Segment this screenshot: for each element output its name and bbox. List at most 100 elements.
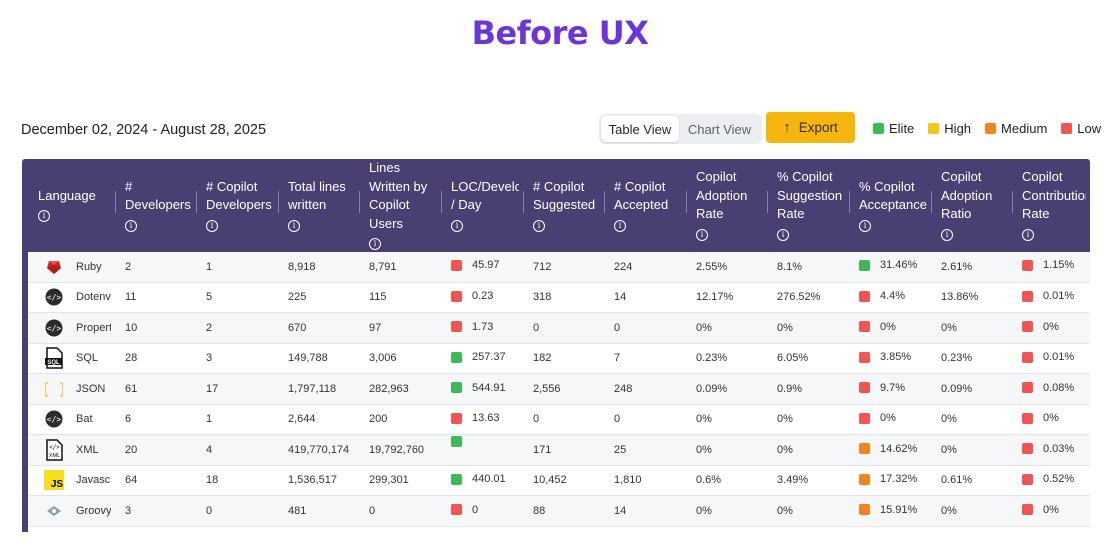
column-header-line: Developers xyxy=(125,197,191,212)
contribution-rate-cell: 0% xyxy=(1012,404,1090,435)
column-header[interactable]: Copilot Adoption Rate i xyxy=(686,159,767,252)
contribution-rate-cell-value: 0.01% xyxy=(1043,351,1075,363)
export-button[interactable]: ↑ Export xyxy=(766,112,855,143)
column-header-label: Lines Written by Copilot Users xyxy=(369,159,437,233)
column-header[interactable]: # Developers i xyxy=(115,159,196,252)
language-label-group: </> XML XML xyxy=(38,439,111,461)
column-header-line: LOC/Developer xyxy=(451,178,519,194)
info-icon[interactable]: i xyxy=(859,219,871,232)
column-header[interactable]: # Copilot Developers i xyxy=(196,159,278,252)
performance-indicator xyxy=(1022,321,1033,332)
adoption-rate-cell: 0.6% xyxy=(686,465,767,496)
table-row[interactable]: </> XML XML 20 4 419,770,174 19,792,760 171 25 0%… xyxy=(28,434,1090,466)
column-header[interactable]: Copilot Adoption Ratio i xyxy=(931,159,1012,252)
total-lines-cell xyxy=(278,526,359,532)
column-header-line: # xyxy=(125,178,133,194)
info-icon[interactable]: i xyxy=(1022,228,1034,241)
legend-item-elite: Elite xyxy=(873,121,914,136)
loc-per-day-cell-content: 0 xyxy=(451,504,478,516)
column-header[interactable]: % Copilot Acceptance i xyxy=(849,159,931,252)
language-name: XML xyxy=(76,443,99,456)
language-name: Groovy xyxy=(76,504,111,517)
column-header[interactable]: Language i xyxy=(28,159,115,252)
column-header-line: Copilot xyxy=(1022,169,1063,185)
column-header[interactable]: Total lines written i xyxy=(278,159,359,252)
suggestion-rate-cell: 276.52% xyxy=(767,282,849,313)
table-row[interactable] xyxy=(28,526,1090,532)
info-icon[interactable]: i xyxy=(288,219,300,232)
language-metrics-table-container[interactable]: Language i # Developers i # Copilot Developers… xyxy=(22,159,1090,532)
info-icon[interactable]: i xyxy=(369,238,381,250)
table-view-tab[interactable]: Table View xyxy=(601,116,679,142)
contribution-rate-cell-value: 0.03% xyxy=(1043,442,1075,455)
total-lines-cell: 149,788 xyxy=(278,343,359,374)
contribution-rate-cell-content: 1.15% xyxy=(1022,259,1074,271)
performance-indicator xyxy=(451,436,462,447)
table-row[interactable]: Groovy 3 0 481 0 0 88 14 0% 0% 15.91% 0% 0% xyxy=(28,495,1090,527)
acceptance-cell: 14.62% xyxy=(849,434,931,466)
adoption-rate-cell: 0% xyxy=(686,434,767,466)
column-header-label: # Copilot Suggested xyxy=(533,178,600,215)
contribution-rate-cell: 1.15% xyxy=(1012,251,1090,283)
column-header[interactable]: Copilot Contribution Rate i xyxy=(1012,159,1090,252)
column-header-label: % Copilot Acceptance xyxy=(859,178,927,215)
info-icon[interactable]: i xyxy=(777,228,789,241)
column-header-line: % Copilot xyxy=(859,178,915,194)
suggested-cell: 712 xyxy=(523,251,604,283)
svg-text:</>: </> xyxy=(49,444,60,451)
column-header[interactable]: LOC/Developer / Day i xyxy=(441,159,523,252)
developers-cell: 3 xyxy=(115,495,196,527)
info-icon[interactable]: i xyxy=(614,219,626,232)
performance-indicator xyxy=(859,259,870,271)
column-header-line: Accepted xyxy=(614,197,669,212)
accepted-cell: 248 xyxy=(604,373,686,405)
table-row[interactable]: SQL SQL 28 3 149,788 3,006 257.37 182 7 0.23% 6.05… xyxy=(28,343,1090,374)
info-icon[interactable]: i xyxy=(941,228,953,241)
accepted-cell: 0 xyxy=(604,312,686,344)
lines-copilot-cell: 97 xyxy=(359,312,441,344)
column-header-line: Suggested xyxy=(533,197,596,212)
column-header[interactable]: # Copilot Suggested i xyxy=(523,159,604,252)
column-header-label: Copilot Adoption Ratio xyxy=(941,168,1008,224)
table-row[interactable]: Ruby 2 1 8,918 8,791 45.97 712 224 2.55% 8.1% 31.4… xyxy=(28,251,1090,283)
loc-per-day-cell-content: 257.37 xyxy=(451,351,506,363)
loc-per-day-cell xyxy=(441,434,523,466)
suggested-cell: 10,452 xyxy=(523,465,604,496)
performance-indicator xyxy=(1022,473,1033,485)
file-icon xyxy=(44,531,64,532)
legend-item-high: High xyxy=(928,121,971,136)
column-header[interactable]: % Copilot Suggestion Rate i xyxy=(767,159,849,252)
info-icon[interactable]: i xyxy=(38,210,50,223)
column-header[interactable]: Lines Written by Copilot Users i xyxy=(359,159,441,252)
contribution-rate-cell: 0.01% xyxy=(1012,343,1090,374)
developers-cell xyxy=(115,526,196,532)
column-header-label: # Copilot Accepted xyxy=(614,178,682,215)
info-icon[interactable]: i xyxy=(206,219,218,232)
acceptance-cell: 9.7% xyxy=(849,373,931,405)
acceptance-cell-value: 31.46% xyxy=(880,259,918,272)
loc-per-day-cell: 440.01 xyxy=(441,465,523,496)
info-icon[interactable]: i xyxy=(125,219,137,232)
column-header-line: Suggestion xyxy=(777,187,843,203)
contribution-rate-cell: 0.52% xyxy=(1012,465,1090,496)
column-header-line: Ratio xyxy=(941,206,972,222)
table-row[interactable]: </> Bat 6 1 2,644 200 13.63 0 0 0% 0% 0% 0% 0% xyxy=(28,404,1090,435)
table-row[interactable]: </> Dotenv 11 5 225 115 0.23 318 14 12.17% 276.52%… xyxy=(28,282,1090,313)
developers-cell: 11 xyxy=(115,282,196,313)
performance-indicator xyxy=(451,412,462,424)
adoption-ratio-cell: 0.61% xyxy=(931,465,1012,496)
acceptance-cell-value: 0% xyxy=(880,320,896,333)
column-header[interactable]: # Copilot Accepted i xyxy=(604,159,686,252)
loc-per-day-cell-value: 544.91 xyxy=(472,381,506,394)
developers-cell: 64 xyxy=(115,465,196,496)
suggestion-rate-cell: 8.1% xyxy=(767,251,849,283)
acceptance-cell-content: 3.85% xyxy=(859,351,911,363)
info-icon[interactable]: i xyxy=(451,219,463,232)
info-icon[interactable]: i xyxy=(533,219,545,232)
info-icon[interactable]: i xyxy=(696,228,708,241)
adoption-rate-cell: 0.09% xyxy=(686,373,767,405)
chart-view-tab[interactable]: Chart View xyxy=(687,121,752,137)
